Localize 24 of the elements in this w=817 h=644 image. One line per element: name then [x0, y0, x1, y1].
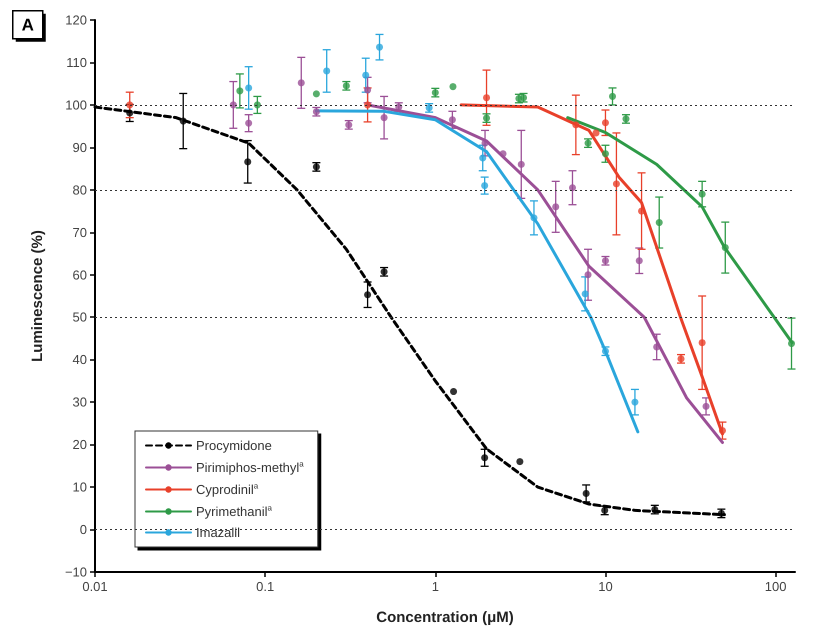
y-tick-label: 110: [66, 54, 87, 70]
y-tick-label: 90: [72, 140, 87, 155]
x-tick-label: 100: [764, 579, 786, 594]
y-tick-label: −10: [64, 564, 87, 580]
y-tick-label: 40: [72, 352, 87, 368]
y-tick-label: 100: [65, 97, 87, 112]
y-tick-label: 30: [72, 394, 87, 410]
x-tick-label: 1: [432, 579, 439, 594]
x-axis-title: Concentration (μM): [376, 609, 514, 626]
x-tick-label: 0.01: [82, 579, 108, 594]
text: A: [22, 15, 34, 34]
legend-label: Procymidone: [196, 438, 272, 453]
x-tick-label: 0.1: [256, 579, 274, 594]
y-tick-label: 120: [65, 12, 87, 28]
y-tick-label: 60: [72, 267, 87, 282]
y-tick-label: 70: [72, 224, 87, 240]
y-axis-title: Luminescence (%): [29, 230, 46, 362]
legend-label: Imazalil: [196, 525, 240, 540]
y-tick-label: 80: [72, 182, 87, 198]
y-tick-label: 50: [72, 310, 87, 325]
y-tick-label: 10: [72, 480, 87, 495]
y-tick-label: 0: [80, 522, 87, 538]
x-tick-label: 10: [598, 579, 613, 594]
y-tick-label: 20: [72, 437, 87, 452]
